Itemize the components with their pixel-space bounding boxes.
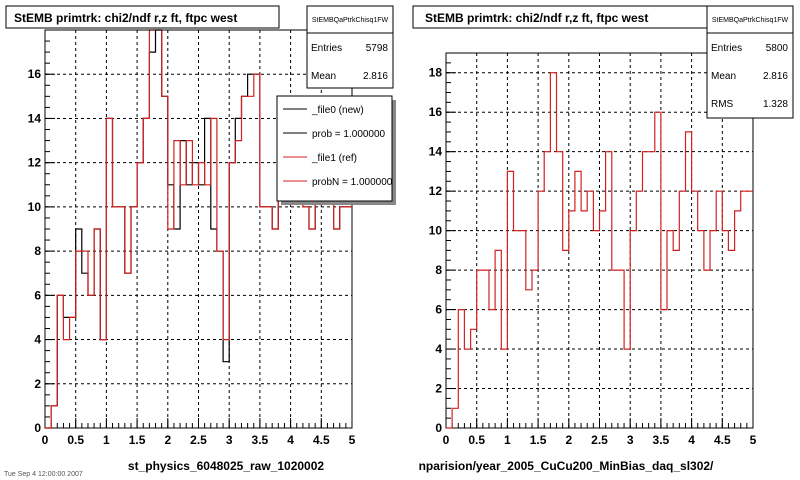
x-tick-label: 0: [443, 433, 450, 447]
y-tick-label: 4: [435, 342, 442, 356]
x-tick-labels: 0 0.5 1 1.5 2 2.5 3 3.5 4 4.5 5: [443, 433, 757, 447]
y-tick-label: 6: [34, 288, 41, 302]
y-tick-label: 12: [429, 184, 443, 198]
stats-entries-value: 5798: [366, 43, 389, 54]
footer-timestamp: Tue Sep 4 12:00:00 2007: [4, 471, 83, 478]
chart-title: StEMB primtrk: chi2/ndf r,z ft, ftpc wes…: [14, 11, 237, 25]
x-tick-label: 2.5: [190, 433, 207, 447]
y-tick-label: 6: [435, 303, 442, 317]
stats-box: StEMBQaPtrkChisq1FW Entries 5800 Mean 2.…: [706, 5, 794, 119]
x-axis-label: nparision/year_2005_CuCu200_MinBias_daq_…: [419, 459, 714, 473]
legend-entry-probn: probN = 1.000000: [312, 177, 393, 188]
stats-name: StEMBQaPtrkChisq1FW: [312, 17, 389, 24]
y-tick-label: 12: [28, 156, 42, 170]
stats-frame: [706, 5, 794, 119]
x-tick-label: 3: [627, 433, 634, 447]
y-tick-label: 8: [435, 263, 442, 277]
y-tick-label: 0: [34, 421, 41, 435]
x-tick-label: 4.5: [714, 433, 731, 447]
stats-frame: [306, 5, 394, 89]
legend: _file0 (new) prob = 1.000000 _file1 (ref…: [276, 95, 396, 205]
y-tick-labels: 0 2 4 6 8 10 12 14 16: [28, 67, 42, 435]
x-tick-label: 3.5: [252, 433, 269, 447]
histogram-panel-left: StEMB primtrk: chi2/ndf r,z ft, ftpc wes…: [5, 5, 396, 473]
stats-entries-value: 5800: [766, 43, 789, 54]
y-tick-label: 10: [429, 224, 443, 238]
axis-ticks: [44, 29, 353, 429]
y-tick-label: 16: [429, 105, 443, 119]
x-tick-label: 1: [103, 433, 110, 447]
axis-ticks: [445, 52, 754, 429]
stats-rms-label: RMS: [711, 99, 734, 110]
x-tick-label: 3.5: [653, 433, 670, 447]
y-tick-labels: 0 2 4 6 8 10 12 14 16 18: [429, 66, 443, 435]
x-tick-label: 5: [750, 433, 757, 447]
x-tick-label: 2.5: [591, 433, 608, 447]
y-tick-label: 2: [34, 377, 41, 391]
x-tick-label: 2: [565, 433, 572, 447]
stats-name: StEMBQaPtrkChisq1FW: [712, 17, 789, 24]
y-tick-label: 0: [435, 421, 442, 435]
x-tick-label: 0.5: [468, 433, 485, 447]
x-tick-label: 1: [504, 433, 511, 447]
y-tick-label: 18: [429, 66, 443, 80]
stats-mean-label: Mean: [711, 71, 736, 82]
legend-entry-prob: prob = 1.000000: [312, 129, 386, 140]
x-tick-label: 1.5: [530, 433, 547, 447]
series-group: [446, 52, 753, 429]
x-tick-label: 0.5: [67, 433, 84, 447]
x-tick-label: 0: [42, 433, 49, 447]
stats-box: StEMBQaPtrkChisq1FW Entries 5798 Mean 2.…: [306, 5, 394, 89]
legend-entry-ref: _file1 (ref): [311, 153, 357, 164]
stats-mean-value: 2.816: [763, 71, 788, 82]
y-tick-label: 14: [429, 145, 443, 159]
x-tick-label: 4.5: [313, 433, 330, 447]
stats-entries-label: Entries: [311, 43, 342, 54]
legend-entry-new: _file0 (new): [311, 105, 364, 116]
y-tick-label: 4: [34, 333, 41, 347]
title-box: [5, 5, 280, 29]
x-tick-label: 1.5: [129, 433, 146, 447]
y-tick-label: 10: [28, 200, 42, 214]
chart-title: StEMB primtrk: chi2/ndf r,z ft, ftpc wes…: [425, 11, 648, 25]
histogram-panel-right: StEMB primtrk: chi2/ndf r,z ft, ftpc wes…: [412, 5, 794, 473]
y-tick-label: 8: [34, 244, 41, 258]
y-tick-label: 16: [28, 67, 42, 81]
x-tick-label: 5: [349, 433, 356, 447]
legend-frame: [276, 95, 393, 202]
stats-rms-value: 1.328: [763, 99, 788, 110]
y-tick-label: 14: [28, 111, 42, 125]
x-tick-label: 4: [287, 433, 294, 447]
histogram-series-0: [446, 72, 753, 429]
stats-mean-value: 2.816: [363, 71, 388, 82]
x-tick-label: 2: [164, 433, 171, 447]
x-tick-label: 4: [688, 433, 695, 447]
stats-mean-label: Mean: [311, 71, 336, 82]
x-axis-label: st_physics_6048025_raw_1020002: [128, 459, 324, 473]
x-tick-label: 3: [226, 433, 233, 447]
x-tick-labels: 0 0.5 1 1.5 2 2.5 3 3.5 4 4.5 5: [42, 433, 356, 447]
y-tick-label: 2: [435, 382, 442, 396]
stats-entries-label: Entries: [711, 43, 742, 54]
